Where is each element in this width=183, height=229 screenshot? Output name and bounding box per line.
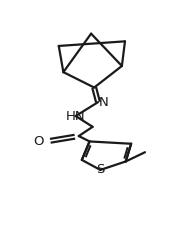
Text: S: S [96, 164, 104, 176]
Text: HN: HN [66, 109, 85, 123]
Text: N: N [99, 96, 109, 109]
Text: O: O [34, 135, 44, 148]
